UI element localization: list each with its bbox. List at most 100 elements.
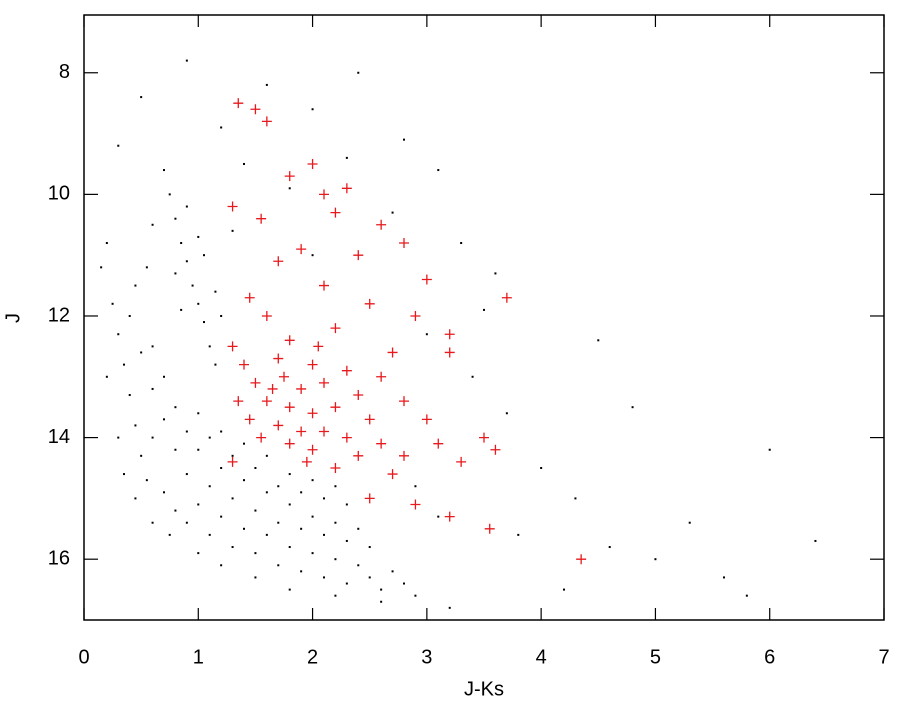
data-point xyxy=(267,383,278,394)
data-point xyxy=(608,546,611,549)
data-point xyxy=(296,244,307,255)
data-point xyxy=(597,339,600,342)
data-point xyxy=(341,365,352,376)
data-point xyxy=(284,402,295,413)
data-point xyxy=(151,387,154,390)
data-point xyxy=(284,335,295,346)
data-point xyxy=(261,116,272,127)
y-tick-label: 8 xyxy=(59,61,70,83)
data-point xyxy=(387,347,398,358)
x-tick-label: 4 xyxy=(536,646,547,668)
data-point xyxy=(254,466,257,469)
data-point xyxy=(376,371,387,382)
data-point xyxy=(256,213,267,224)
data-point xyxy=(471,375,474,378)
data-point xyxy=(279,371,289,382)
data-point xyxy=(203,321,205,324)
data-point xyxy=(517,533,520,536)
data-point xyxy=(261,310,272,321)
data-point xyxy=(208,436,211,439)
data-point xyxy=(288,588,291,591)
data-point xyxy=(483,308,485,311)
data-point xyxy=(745,594,748,597)
y-tick-label: 14 xyxy=(48,426,70,448)
data-point xyxy=(123,363,125,366)
data-point xyxy=(323,576,325,579)
data-point xyxy=(307,359,318,370)
data-point xyxy=(208,345,211,348)
data-point xyxy=(399,396,409,407)
data-point xyxy=(265,83,268,86)
data-point xyxy=(307,444,318,455)
y-tick-label: 16 xyxy=(48,547,70,569)
data-point xyxy=(197,235,200,238)
data-point xyxy=(357,71,360,74)
data-point xyxy=(140,96,143,99)
data-point xyxy=(197,448,200,451)
data-point xyxy=(505,412,508,415)
data-point xyxy=(208,533,211,536)
data-point xyxy=(368,576,371,579)
data-point xyxy=(334,521,337,524)
data-point xyxy=(128,314,131,317)
data-point xyxy=(300,491,303,494)
data-point xyxy=(319,280,329,291)
data-point xyxy=(444,347,455,358)
data-point xyxy=(357,527,360,530)
x-tick-label: 7 xyxy=(878,646,889,668)
data-point xyxy=(243,479,245,482)
data-point xyxy=(311,254,314,257)
data-point xyxy=(185,430,188,433)
plot-frame xyxy=(83,14,885,621)
data-point xyxy=(254,576,257,579)
data-point xyxy=(220,314,223,317)
data-point xyxy=(311,479,314,482)
data-point xyxy=(376,438,387,449)
data-point xyxy=(140,454,143,457)
data-point xyxy=(563,588,565,591)
data-point xyxy=(117,144,120,147)
data-point xyxy=(576,554,587,565)
data-point xyxy=(421,414,432,425)
x-tick-label: 1 xyxy=(193,646,204,668)
data-point xyxy=(540,466,543,469)
data-point xyxy=(399,450,409,461)
data-point xyxy=(168,193,171,196)
data-point xyxy=(151,436,154,439)
data-point xyxy=(403,582,405,585)
data-point xyxy=(254,509,257,512)
data-point xyxy=(814,539,817,542)
data-point xyxy=(353,450,364,461)
data-point xyxy=(448,606,451,609)
data-point xyxy=(323,497,325,500)
data-point xyxy=(243,162,245,165)
data-point xyxy=(151,223,154,226)
data-point xyxy=(277,521,280,524)
data-point xyxy=(168,533,171,536)
data-point xyxy=(414,594,417,597)
data-point xyxy=(220,126,223,129)
data-point xyxy=(479,432,489,443)
data-point xyxy=(284,171,295,182)
data-point xyxy=(330,207,341,218)
data-point xyxy=(301,456,312,467)
data-point xyxy=(273,353,284,364)
data-point xyxy=(185,260,188,263)
data-point xyxy=(174,448,177,451)
data-point xyxy=(100,266,103,269)
data-point xyxy=(364,493,375,504)
data-point xyxy=(134,284,137,287)
data-point xyxy=(284,438,295,449)
data-point xyxy=(145,266,148,269)
data-point xyxy=(151,345,154,348)
data-point xyxy=(311,552,314,555)
data-point xyxy=(243,527,245,530)
data-point xyxy=(105,375,108,378)
data-point xyxy=(311,515,314,518)
data-point xyxy=(341,432,352,443)
data-point xyxy=(288,546,291,549)
data-point xyxy=(145,479,148,482)
data-point xyxy=(220,515,223,518)
data-point xyxy=(174,406,177,409)
